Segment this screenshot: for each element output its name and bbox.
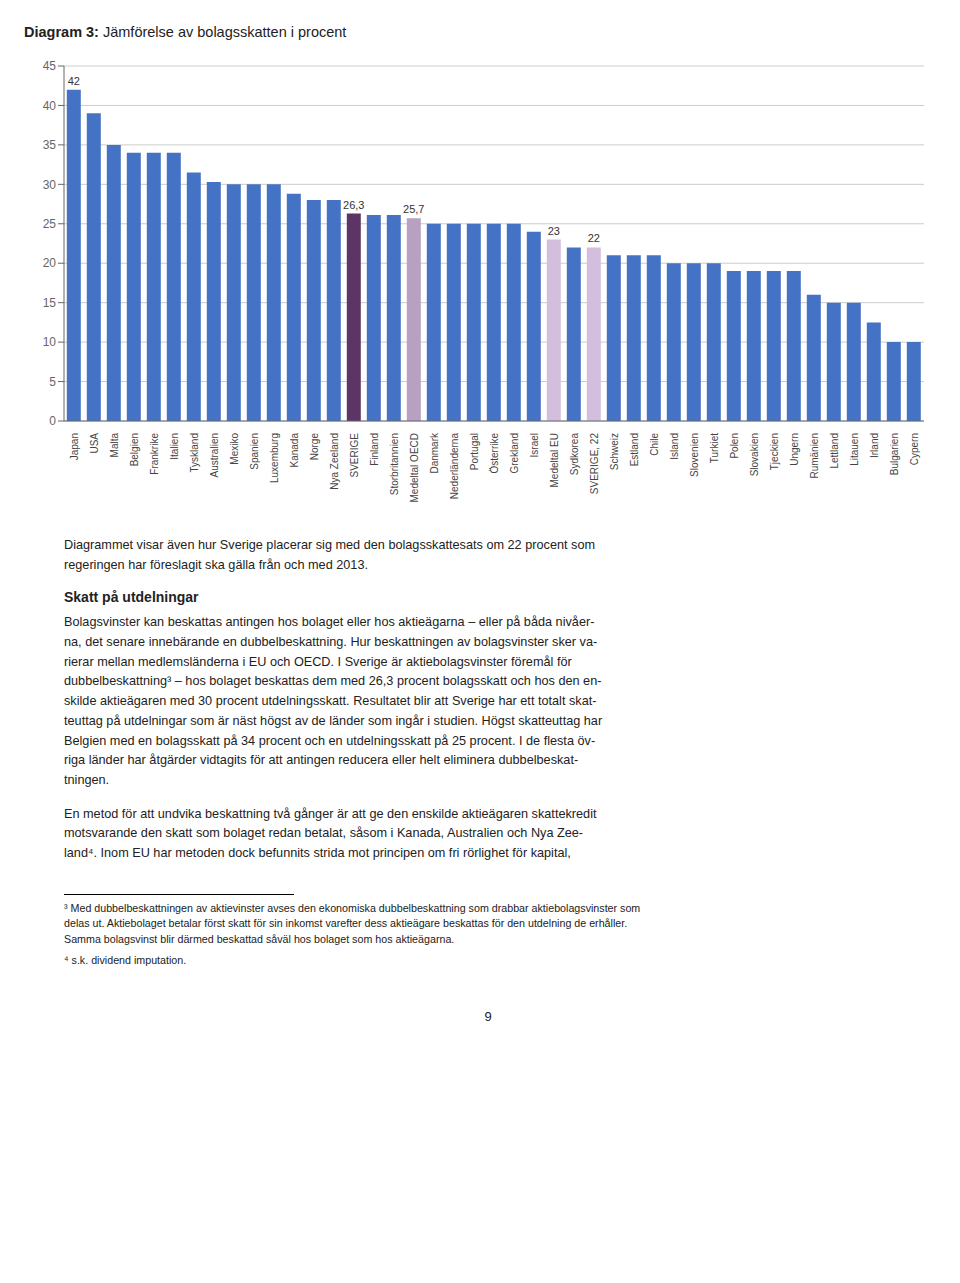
svg-text:Finland: Finland xyxy=(369,433,380,466)
svg-text:Litauen: Litauen xyxy=(849,433,860,466)
svg-text:Turkiet: Turkiet xyxy=(709,433,720,463)
svg-text:Chile: Chile xyxy=(649,433,660,456)
svg-text:Lettland: Lettland xyxy=(829,433,840,469)
svg-text:Portugal: Portugal xyxy=(469,433,480,470)
svg-text:Spanien: Spanien xyxy=(249,433,260,470)
svg-text:Norge: Norge xyxy=(309,433,320,461)
svg-text:42: 42 xyxy=(68,75,80,87)
svg-text:45: 45 xyxy=(43,59,57,73)
svg-text:0: 0 xyxy=(49,414,56,428)
svg-text:Italien: Italien xyxy=(169,433,180,460)
html-text:Skatt på utdelningar: Skatt på utdelningar xyxy=(64,589,199,606)
svg-text:Slovakien: Slovakien xyxy=(749,433,760,476)
svg-text:Medeltal EU: Medeltal EU xyxy=(549,433,560,487)
svg-text:22: 22 xyxy=(588,232,600,244)
svg-text:Grekland: Grekland xyxy=(509,433,520,474)
svg-text:Australien: Australien xyxy=(209,433,220,477)
svg-text:Slovenien: Slovenien xyxy=(689,433,700,477)
html-text:9: 9 xyxy=(484,1008,492,1024)
svg-text:Japan: Japan xyxy=(69,433,80,460)
svg-text:23: 23 xyxy=(548,225,560,237)
svg-text:SVERIGE: SVERIGE xyxy=(349,433,360,478)
svg-text:Irland: Irland xyxy=(869,433,880,458)
html-text:En metod för att undvika beska: En metod för att undvika beskattning två… xyxy=(64,806,597,860)
svg-text:15: 15 xyxy=(43,296,57,310)
svg-text:35: 35 xyxy=(43,138,57,152)
svg-text:SVERIGE, 22: SVERIGE, 22 xyxy=(589,433,600,495)
svg-text:20: 20 xyxy=(43,256,57,270)
html-text:³ Med dubbelbeskattningen av a: ³ Med dubbelbeskattningen av aktievinste… xyxy=(64,901,641,945)
svg-text:Ungern: Ungern xyxy=(789,433,800,466)
svg-text:5: 5 xyxy=(49,375,56,389)
svg-text:Malta: Malta xyxy=(109,433,120,458)
svg-text:Bulgarien: Bulgarien xyxy=(889,433,900,475)
svg-text:Schweiz: Schweiz xyxy=(609,433,620,470)
svg-text:Cypern: Cypern xyxy=(909,433,920,465)
svg-text:USA: USA xyxy=(89,433,100,454)
svg-text:Tyskland: Tyskland xyxy=(189,433,200,472)
svg-text:30: 30 xyxy=(43,178,57,192)
svg-text:25,7: 25,7 xyxy=(403,203,424,215)
svg-text:Belgien: Belgien xyxy=(129,433,140,466)
html-text:Bolagsvinster kan beskattas an: Bolagsvinster kan beskattas antingen hos… xyxy=(64,615,603,787)
svg-text:Storbritannien: Storbritannien xyxy=(389,433,400,495)
html-text:⁴ s.k. dividend imputation.: ⁴ s.k. dividend imputation. xyxy=(64,954,187,967)
svg-text:Israel: Israel xyxy=(529,433,540,457)
svg-text:Rumänien: Rumänien xyxy=(809,433,820,479)
svg-text:Österrike: Österrike xyxy=(489,433,500,474)
svg-text:Island: Island xyxy=(669,433,680,460)
svg-text:25: 25 xyxy=(43,217,57,231)
svg-text:Frankrike: Frankrike xyxy=(149,433,160,475)
svg-text:Mexiko: Mexiko xyxy=(229,433,240,465)
svg-text:Medeltal OECD: Medeltal OECD xyxy=(409,433,420,502)
svg-text:26,3: 26,3 xyxy=(343,199,364,211)
svg-text:Polen: Polen xyxy=(729,433,740,459)
svg-text:Nederländerna: Nederländerna xyxy=(449,433,460,500)
svg-text:Luxemburg: Luxemburg xyxy=(269,433,280,483)
svg-text:Estland: Estland xyxy=(629,433,640,466)
svg-text:10: 10 xyxy=(43,335,57,349)
html-text:Diagram 3: Jämförelse av bolag: Diagram 3: Jämförelse av bolagsskatten i… xyxy=(24,24,347,40)
svg-text:Nya Zeeland: Nya Zeeland xyxy=(329,433,340,490)
svg-text:Sydkorea: Sydkorea xyxy=(569,433,580,476)
html-text:Diagrammet visar även hur Sver: Diagrammet visar även hur Sverige placer… xyxy=(64,538,595,572)
svg-text:Tjeckien: Tjeckien xyxy=(769,433,780,470)
svg-text:Danmark: Danmark xyxy=(429,432,440,474)
svg-text:40: 40 xyxy=(43,99,57,113)
svg-text:Kanada: Kanada xyxy=(289,433,300,468)
